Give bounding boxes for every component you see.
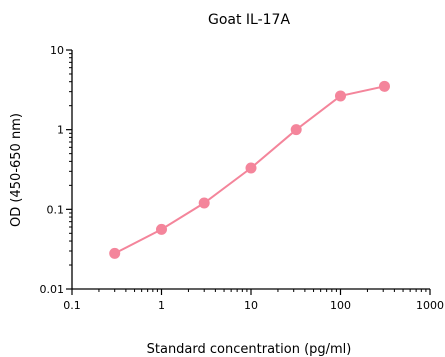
x-tick-label: 1000 (416, 299, 444, 312)
x-tick-label: 1 (158, 299, 165, 312)
chart-title: Goat IL-17A (208, 12, 290, 28)
x-tick-label: 0.1 (63, 299, 81, 312)
data-point (109, 247, 121, 259)
data-point (156, 223, 167, 235)
y-tick-label: 0.01 (40, 283, 65, 296)
data-point (378, 80, 390, 92)
x-tick-label: 10 (244, 299, 258, 312)
data-point (245, 162, 257, 174)
plot-area (109, 80, 390, 259)
y-tick-label: 1 (57, 124, 64, 137)
axes: 0.1 1 10 100 1000 0.01 0.1 1 10 (40, 44, 445, 312)
y-tick-label: 0.1 (47, 203, 65, 216)
x-axis-label: Standard concentration (pg/ml) (147, 342, 352, 357)
x-tick-label: 100 (330, 299, 351, 312)
data-point (335, 90, 346, 102)
data-point (290, 124, 302, 136)
y-tick-label: 10 (50, 44, 64, 57)
y-axis-label: OD (450-650 nm) (9, 113, 24, 227)
data-point (198, 197, 210, 209)
